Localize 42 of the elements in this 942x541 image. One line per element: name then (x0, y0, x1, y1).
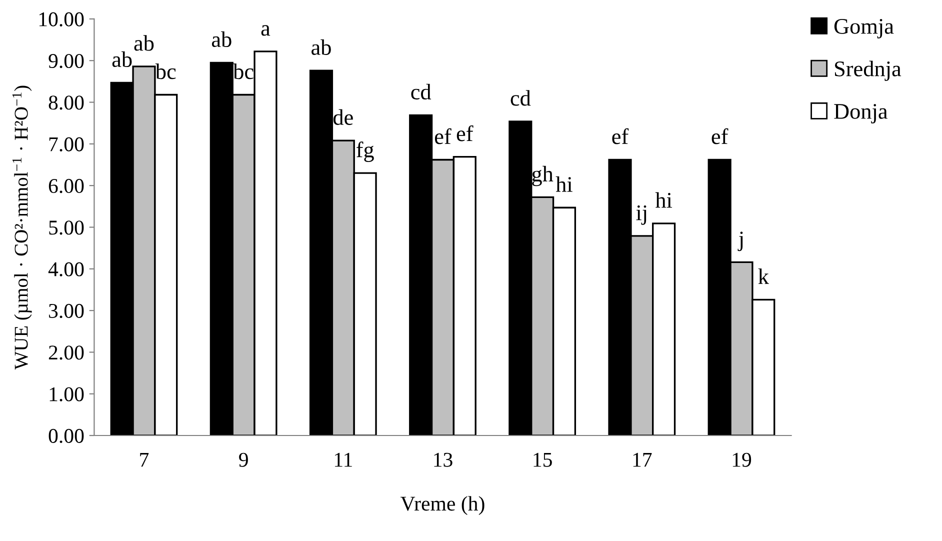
y-tick-label: 4.00 (48, 262, 84, 276)
data-label: hi (556, 176, 572, 192)
y-tick-label: 2.00 (48, 346, 84, 360)
data-label: j (738, 232, 743, 252)
y-tick-label: 10.00 (39, 12, 84, 26)
data-label: ab (134, 35, 154, 51)
data-label: ab (112, 51, 132, 68)
x-tick-label: 7 (140, 452, 149, 467)
y-axis-title: WUE (µmol · CO²·mmol$^{−1}$ · H²O$^{−1}$) (12, 86, 32, 370)
data-label: ab (312, 39, 331, 55)
legend-label: Srednja (834, 60, 902, 81)
y-tick-label: 7.00 (49, 137, 84, 152)
y-tick-label: 1.00 (50, 387, 84, 402)
x-axis-title: Vreme (h) (400, 496, 484, 515)
y-tick-label: 0.00 (48, 428, 84, 444)
data-label: ij (636, 205, 646, 225)
data-label: de (333, 109, 353, 125)
data-label: cd (411, 84, 432, 100)
x-tick-label: 19 (732, 452, 752, 467)
x-tick-label: 9 (239, 452, 248, 467)
data-label: ef (456, 125, 474, 142)
y-tick-label: 3.00 (49, 304, 84, 318)
legend-label: Gomja (834, 18, 894, 38)
y-tick-label: 9.00 (48, 54, 84, 68)
data-label: gh (532, 166, 554, 186)
data-label: cd (510, 90, 531, 106)
data-label: fg (356, 142, 374, 162)
data-label: ab (212, 31, 232, 48)
y-tick-label: 5.00 (49, 220, 84, 235)
x-tick-label: 15 (534, 452, 552, 467)
data-label: k (758, 268, 769, 284)
data-label: a (261, 25, 270, 36)
data-label: hi (655, 192, 672, 208)
x-tick-label: 11 (334, 452, 352, 467)
data-label: ef (612, 128, 629, 144)
data-label: ef (712, 128, 728, 144)
data-label: ef (434, 128, 452, 144)
x-tick-label: 17 (633, 452, 652, 467)
y-tick-label: 6.00 (48, 178, 84, 194)
x-tick-label: 13 (434, 452, 452, 467)
y-tick-label: 8.00 (48, 96, 84, 110)
legend-label: Donja (834, 104, 888, 124)
